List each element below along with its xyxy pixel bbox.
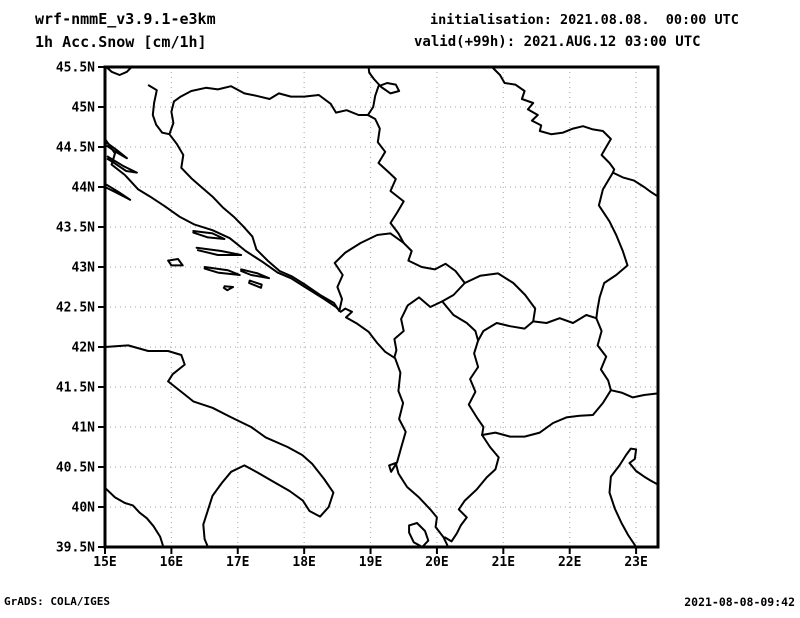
bosnia-serbia-drina-border xyxy=(366,114,405,244)
lat-tick-label: 44N xyxy=(72,181,96,196)
lon-tick-label: 16E xyxy=(160,555,183,570)
initialisation-time-label: initialisation: 2021.08.08. 00:00 UTC xyxy=(430,12,739,28)
serbia-macedonia-border xyxy=(532,314,598,324)
lat-tick-label: 41.5N xyxy=(56,381,95,396)
montenegro-albania-border xyxy=(393,282,466,359)
croatia-serbia-danube-border xyxy=(366,66,401,116)
mljet-island xyxy=(248,279,263,289)
lat-tick-label: 42.5N xyxy=(56,301,95,316)
albania-east-border xyxy=(441,300,485,436)
brac-island xyxy=(192,230,226,240)
lastovo-island xyxy=(222,285,235,292)
istria-corner-coast xyxy=(105,66,133,76)
lat-tick-label: 45N xyxy=(72,101,96,116)
grads-credit: GrADS: COLA/IGES xyxy=(4,595,110,608)
corfu-island xyxy=(408,522,430,548)
lat-tick-label: 43.5N xyxy=(56,221,95,236)
lat-tick-label: 40.5N xyxy=(56,461,95,476)
bosnia-montenegro-border xyxy=(333,232,405,312)
lat-tick-label: 39.5N xyxy=(56,541,95,556)
lat-tick-label: 45.5N xyxy=(56,61,95,76)
greece-bulgaria-border xyxy=(609,389,659,399)
hvar-island xyxy=(195,246,243,256)
peljesac-peninsula xyxy=(240,268,270,280)
lon-tick-label: 21E xyxy=(492,555,515,570)
lon-tick-label: 20E xyxy=(425,555,448,570)
lat-tick-label: 41N xyxy=(72,421,96,436)
lon-tick-label: 22E xyxy=(558,555,581,570)
lat-tick-label: 42N xyxy=(72,341,96,356)
kosovo-border xyxy=(463,272,537,342)
korcula-island xyxy=(203,266,241,276)
plot-timestamp: 2021-08-08-09:42 xyxy=(684,595,795,609)
adriatic-coast-croatia-montenegro-albania xyxy=(104,138,450,548)
thermaic-gulf-coast xyxy=(608,447,659,548)
macedonia-greece-border xyxy=(481,389,612,438)
serbia-bulgaria-border xyxy=(595,171,629,320)
dugi-otok-island xyxy=(104,182,132,201)
lon-tick-label: 15E xyxy=(93,555,116,570)
macedonia-bulgaria-border xyxy=(595,317,612,392)
lon-tick-label: 18E xyxy=(292,555,315,570)
rab-island xyxy=(104,140,128,160)
lat-tick-label: 40N xyxy=(72,501,96,516)
croatia-sava-border xyxy=(168,85,369,136)
serbia-montenegro-border xyxy=(402,242,466,284)
lon-tick-label: 17E xyxy=(226,555,249,570)
pag-island xyxy=(106,155,138,174)
croatia-bosnia-border xyxy=(147,84,341,312)
lon-tick-label: 19E xyxy=(359,555,382,570)
variable-title: 1h Acc.Snow [cm/1h] xyxy=(35,33,207,51)
lat-tick-label: 44.5N xyxy=(56,141,95,156)
italy-tyrrhenian-coast xyxy=(104,486,165,548)
lon-tick-label: 23E xyxy=(624,555,647,570)
italy-adriatic-coast xyxy=(104,344,335,548)
albania-greece-border xyxy=(443,434,500,543)
model-title: wrf-nmmE_v3.9.1-e3km xyxy=(35,10,216,28)
serbia-romania-danube-border xyxy=(491,66,659,198)
lat-tick-label: 43N xyxy=(72,261,96,276)
vis-island xyxy=(167,258,184,267)
valid-time-label: valid(+99h): 2021.AUG.12 03:00 UTC xyxy=(414,34,701,50)
